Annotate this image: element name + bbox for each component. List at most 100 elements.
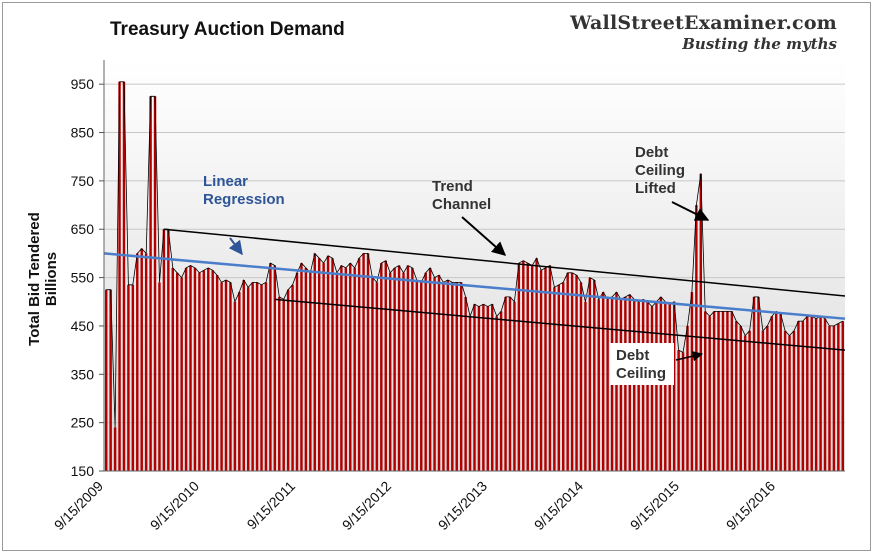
bar xyxy=(224,280,228,471)
bar xyxy=(171,267,174,471)
bar xyxy=(109,289,112,471)
bar xyxy=(260,284,263,471)
bar xyxy=(380,263,383,471)
bar xyxy=(113,427,117,471)
bar xyxy=(251,282,254,471)
bar xyxy=(695,205,698,471)
bar xyxy=(633,299,636,471)
bar xyxy=(149,96,152,471)
bar xyxy=(672,301,676,471)
bar xyxy=(468,316,472,471)
bar xyxy=(286,289,290,471)
bar xyxy=(158,282,161,471)
bar xyxy=(459,282,463,471)
bar xyxy=(766,325,769,471)
bar xyxy=(344,267,348,471)
bar xyxy=(721,311,725,471)
bar xyxy=(770,316,774,471)
bar xyxy=(499,311,503,471)
bar xyxy=(229,282,232,471)
bar xyxy=(140,248,143,471)
y-tick-label: 450 xyxy=(71,318,95,334)
bar xyxy=(504,296,507,471)
bar xyxy=(215,275,219,471)
bar xyxy=(153,96,157,471)
bar xyxy=(136,253,139,471)
bar xyxy=(562,282,565,471)
arrow-debt-ceiling-lifted xyxy=(671,201,710,221)
annotation-debt-ceiling: Debt Ceiling xyxy=(616,347,666,382)
bar xyxy=(601,292,605,471)
x-tick-label: 9/15/2015 xyxy=(627,478,683,534)
bar xyxy=(526,263,529,471)
arrow-debt-ceiling xyxy=(675,351,704,362)
bar xyxy=(752,296,756,471)
bar xyxy=(491,304,494,471)
bar xyxy=(402,272,405,471)
bar xyxy=(375,282,379,471)
bar xyxy=(264,282,268,471)
y-tick-label: 850 xyxy=(71,125,95,141)
bar xyxy=(207,267,210,471)
bar xyxy=(681,352,685,471)
bar xyxy=(273,265,277,471)
bar xyxy=(238,292,241,471)
bar xyxy=(810,316,813,471)
bar xyxy=(366,253,370,471)
trend-channel-lower xyxy=(274,298,846,351)
bar xyxy=(699,173,703,472)
regression-line xyxy=(103,252,846,320)
bar xyxy=(455,282,458,471)
bar xyxy=(162,229,166,471)
bar xyxy=(246,287,250,471)
bar xyxy=(428,267,432,471)
bar xyxy=(415,280,419,471)
bar xyxy=(832,325,836,471)
y-tick-label: 550 xyxy=(71,270,95,286)
bar xyxy=(198,272,201,471)
x-tick-label: 9/15/2011 xyxy=(243,478,298,533)
bar xyxy=(779,313,782,471)
y-tick-label: 650 xyxy=(71,221,95,237)
bar xyxy=(371,277,374,471)
annotation-debt-ceiling-lifted: Debt Ceiling Lifted xyxy=(635,144,685,197)
bar xyxy=(202,270,206,471)
bar xyxy=(557,284,561,471)
bar xyxy=(735,321,738,471)
bar xyxy=(304,267,308,471)
bar xyxy=(167,229,170,471)
bar xyxy=(437,275,441,471)
bar xyxy=(451,282,454,471)
bar xyxy=(446,280,450,471)
bar xyxy=(313,253,316,471)
bar xyxy=(544,267,547,471)
bar xyxy=(668,304,671,471)
bar xyxy=(442,282,445,471)
bar xyxy=(233,301,237,471)
bar xyxy=(730,311,734,471)
bar xyxy=(180,277,183,471)
bar xyxy=(828,325,831,471)
bar xyxy=(775,311,778,471)
bar xyxy=(291,284,294,471)
bar xyxy=(748,330,751,471)
bar xyxy=(486,306,490,471)
bar xyxy=(349,263,352,471)
bar xyxy=(211,270,214,471)
bar xyxy=(513,301,516,471)
bar xyxy=(806,316,809,471)
bar xyxy=(597,299,600,471)
bar xyxy=(593,280,596,471)
bar xyxy=(269,263,272,471)
bar xyxy=(340,265,343,471)
bar xyxy=(535,258,538,471)
bar xyxy=(322,263,325,471)
bar xyxy=(255,282,259,471)
brand-label: WallStreetExaminer.com xyxy=(570,12,837,34)
bar xyxy=(650,306,654,471)
bar xyxy=(189,265,192,471)
bar xyxy=(300,263,303,471)
bar xyxy=(309,272,312,471)
bar xyxy=(783,330,787,471)
